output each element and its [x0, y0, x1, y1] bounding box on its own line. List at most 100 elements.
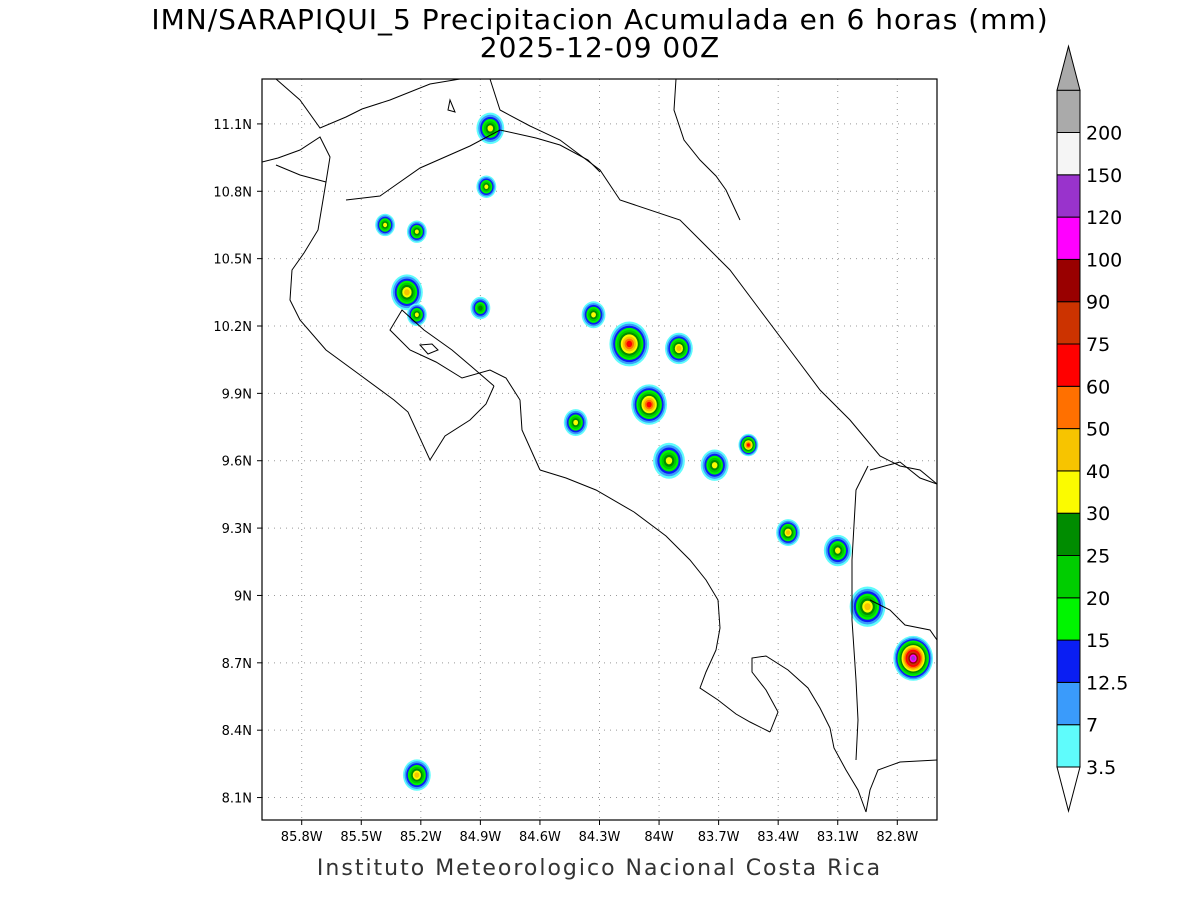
x-tick-label: 84W	[644, 830, 674, 845]
map-frame	[261, 78, 938, 821]
x-axis-ticks: 85.8W 85.5W 85.2W 84.9W 84.6W 84.3W 84W 83.7W 83…	[281, 820, 918, 845]
colorbar-swatch	[1056, 301, 1081, 345]
x-tick-label: 85.2W	[400, 830, 442, 845]
chart-subtitle: 2025-12-09 00Z	[479, 31, 721, 64]
y-tick-label: 8.1N	[222, 792, 252, 807]
y-tick-label: 10.2N	[213, 320, 252, 335]
coastline-and-borders	[262, 79, 937, 813]
precip-contour	[573, 419, 579, 426]
precip-contour	[711, 462, 718, 469]
colorbar-swatch	[1056, 343, 1081, 387]
pacific-coast-central	[539, 469, 771, 733]
precip-contour	[414, 772, 420, 778]
precip-contour	[786, 530, 791, 535]
x-tick-label: 82.8W	[876, 830, 918, 845]
colorbar-label: 200	[1086, 123, 1122, 145]
y-tick-label: 8.7N	[222, 657, 252, 672]
caribbean-coast	[489, 79, 937, 485]
precip-contour	[911, 656, 916, 661]
colorbar-bottom-arrow	[1056, 766, 1081, 813]
precip-contour	[864, 603, 871, 611]
precipitation-field	[375, 112, 934, 791]
footer-credit: Instituto Meteorologico Nacional Costa R…	[316, 856, 883, 881]
y-tick-label: 8.4N	[222, 724, 252, 739]
precip-contour	[487, 125, 494, 132]
golfo-dulce	[751, 655, 867, 813]
colorbar-label: 75	[1086, 334, 1110, 356]
colorbar: 3.5 7 12.5 15 20 25 30 40 50 60 75 90 100 120 150 200	[1056, 44, 1128, 813]
y-tick-label: 9N	[234, 589, 252, 604]
burica-coast	[865, 759, 937, 813]
north-border	[275, 129, 601, 201]
precip-contour	[591, 312, 596, 318]
precip-contour	[484, 184, 489, 190]
y-tick-label: 10.5N	[213, 253, 252, 268]
colorbar-label: 12.5	[1086, 672, 1128, 694]
panama-border	[851, 465, 869, 761]
y-tick-label: 9.9N	[222, 387, 252, 402]
colorbar-label: 90	[1086, 292, 1110, 314]
bocas-coast	[869, 461, 937, 641]
precip-contour	[746, 443, 750, 447]
precip-contour	[404, 289, 410, 296]
chart-title: IMN/SARAPIQUI_5 Precipitacion Acumulada …	[151, 3, 1049, 36]
colorbar-swatch	[1056, 470, 1081, 514]
x-tick-label: 84.6W	[519, 830, 561, 845]
colorbar-label: 3.5	[1086, 757, 1116, 779]
colorbar-swatch	[1056, 597, 1081, 641]
pacific-coast-north	[262, 136, 495, 462]
colorbar-swatch	[1056, 639, 1081, 683]
y-tick-label: 9.6N	[222, 455, 252, 470]
island-chira	[418, 343, 439, 355]
precip-contour	[834, 547, 841, 554]
small-island-north	[447, 98, 456, 113]
x-tick-label: 85.8W	[281, 830, 323, 845]
colorbar-swatch	[1056, 174, 1081, 218]
colorbar-label: 7	[1086, 715, 1098, 737]
colorbar-swatch	[1056, 385, 1081, 430]
colorbar-label: 150	[1086, 165, 1122, 187]
precip-contour	[383, 222, 388, 228]
colorbar-label: 30	[1086, 503, 1110, 525]
y-tick-label: 9.3N	[222, 522, 252, 537]
gulf-of-nicoya	[389, 309, 541, 471]
colorbar-swatch	[1056, 724, 1081, 768]
colorbar-label: 100	[1086, 249, 1122, 271]
colorbar-swatch	[1056, 512, 1081, 557]
precip-contour	[414, 229, 419, 234]
colorbar-swatch	[1056, 89, 1081, 133]
colorbar-label: 50	[1086, 419, 1110, 441]
x-tick-label: 83.1W	[817, 830, 859, 845]
caribbean-coast-north	[673, 79, 741, 221]
colorbar-label: 40	[1086, 461, 1110, 483]
x-tick-label: 83.7W	[698, 830, 740, 845]
colorbar-swatch	[1056, 132, 1081, 176]
colorbar-swatch	[1056, 555, 1081, 599]
grid-lines	[262, 79, 937, 820]
colorbar-swatch	[1056, 681, 1081, 726]
x-tick-label: 84.9W	[459, 830, 501, 845]
precip-contour	[478, 305, 483, 311]
colorbar-top-arrow	[1056, 44, 1081, 91]
colorbar-label: 60	[1086, 376, 1110, 398]
y-axis-ticks: 11.1N 10.8N 10.5N 10.2N 9.9N 9.6N 9.3N 9N 8.7N 8.…	[213, 118, 262, 807]
y-tick-label: 11.1N	[213, 118, 252, 133]
precip-contour	[676, 345, 682, 352]
colorbar-swatch	[1056, 216, 1081, 260]
colorbar-swatch	[1056, 428, 1081, 472]
lake-nicaragua-shore	[275, 79, 461, 129]
x-tick-label: 85.5W	[340, 830, 382, 845]
precip-contour	[414, 312, 419, 318]
precip-contour	[646, 401, 652, 408]
precip-contour	[626, 340, 633, 348]
x-tick-label: 83.4W	[757, 830, 799, 845]
colorbar-label: 20	[1086, 588, 1110, 610]
precip-contour	[665, 457, 673, 465]
colorbar-swatch	[1056, 258, 1081, 303]
y-tick-label: 10.8N	[213, 185, 252, 200]
colorbar-label: 15	[1086, 630, 1110, 652]
colorbar-label: 120	[1086, 207, 1122, 229]
x-tick-label: 84.3W	[579, 830, 621, 845]
colorbar-label: 25	[1086, 546, 1110, 568]
